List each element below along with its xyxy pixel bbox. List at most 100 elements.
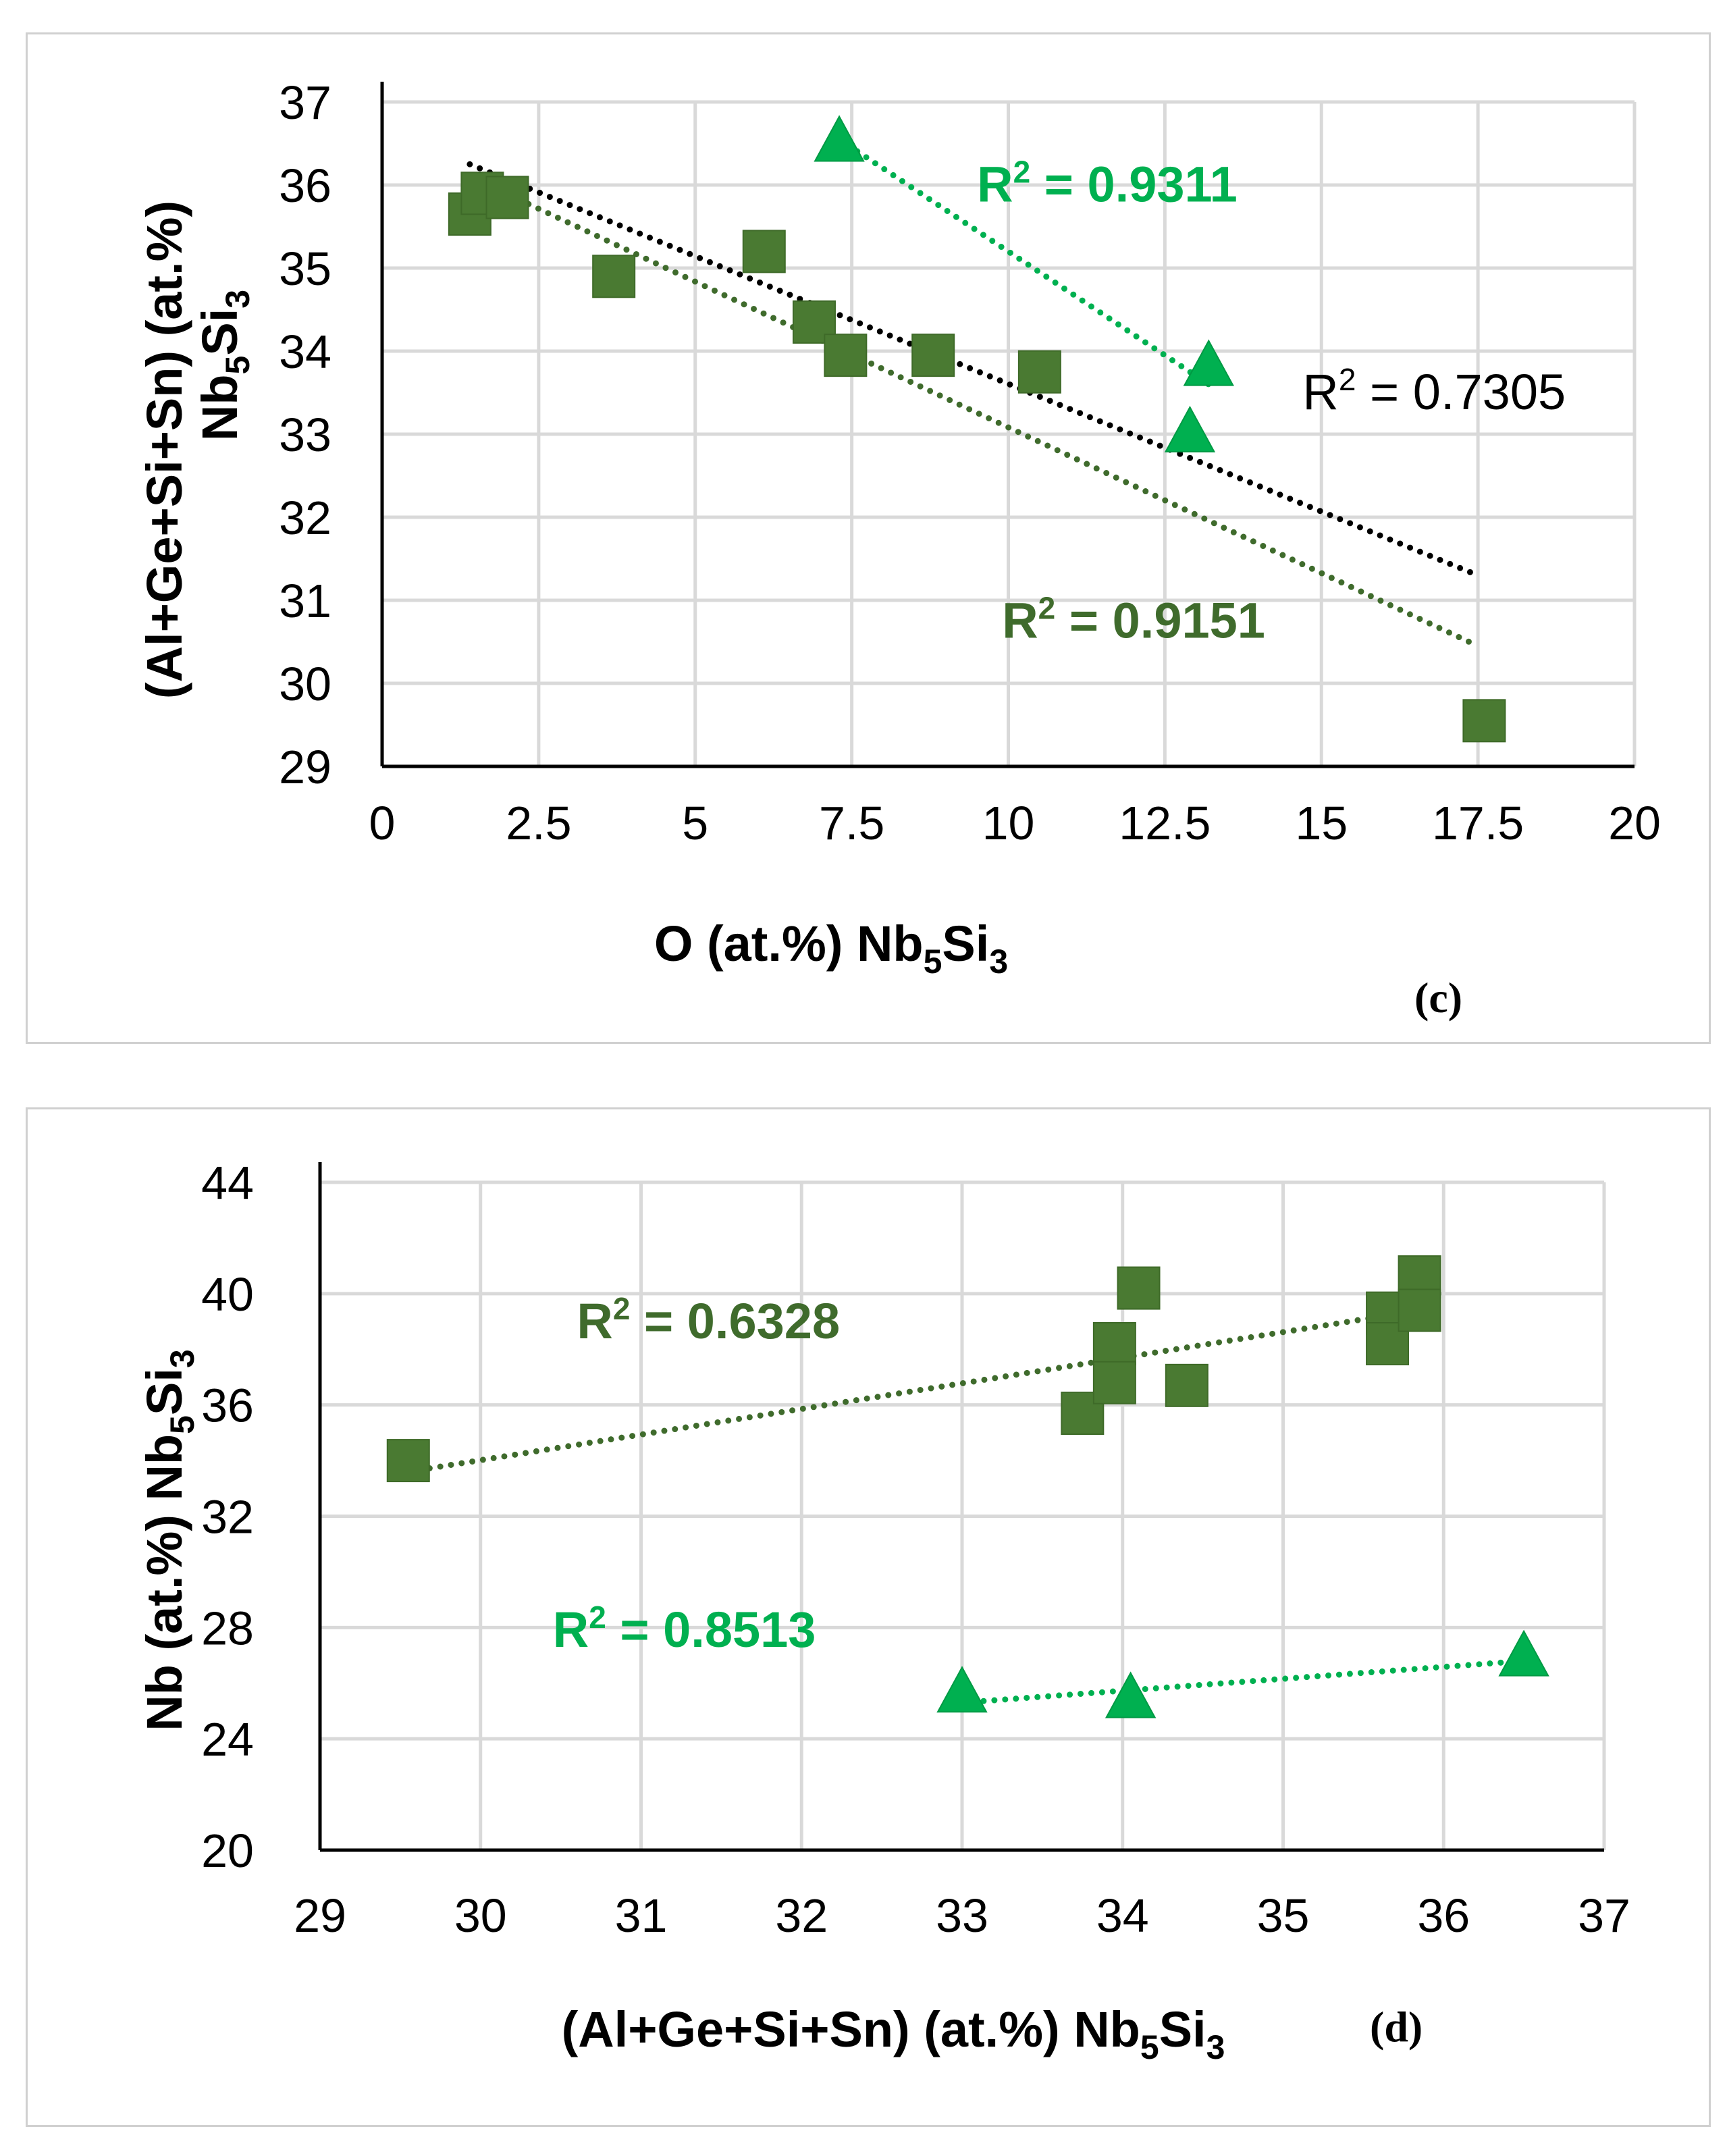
x-tick-label: 17.5: [1432, 797, 1524, 849]
square-marker: [824, 334, 868, 377]
xticks-d: 29 30 31 32 33 34 35 36 37: [294, 1889, 1630, 1942]
x-tick-label: 20: [1608, 797, 1661, 849]
x-axis-title-mid: Si: [1159, 2001, 1206, 2057]
r-squared-symbol: R: [577, 1293, 612, 1349]
x-tick-label: 5: [682, 797, 708, 849]
x-tick-label: 7.5: [819, 797, 884, 849]
square-marker: [1092, 1361, 1136, 1404]
square-marker: [592, 255, 636, 298]
r-squared-value: = 0.8513: [606, 1602, 816, 1658]
axes-c: [380, 82, 1635, 768]
y-tick-label: 32: [201, 1491, 254, 1544]
square-marker: [1017, 350, 1061, 394]
x-tick-label: 15: [1295, 797, 1348, 849]
x-tick-label: 10: [982, 797, 1035, 849]
trendlines-c: [467, 136, 1481, 650]
square-marker: [485, 176, 529, 219]
trendline-1: [467, 174, 1481, 650]
trendline-1: [959, 1658, 1527, 1706]
y-tick-label: 30: [279, 658, 331, 710]
trendlines-d: [405, 1307, 1527, 1706]
r-squared-value: = 0.7305: [1356, 364, 1566, 420]
r-squared-label-2: R2 = 0.9151: [1002, 590, 1265, 648]
y-axis-title-line2-prefix: Nb: [192, 374, 248, 441]
y-tick-label: 20: [201, 1824, 254, 1877]
triangle-marker: [936, 1666, 988, 1713]
x-tick-label: 29: [294, 1889, 346, 1942]
r-squared-symbol: R: [1302, 364, 1338, 420]
y-axis-title-line2-sub1: 5: [219, 356, 257, 375]
y-tick-label: 31: [279, 575, 331, 627]
grid-c: [382, 100, 1637, 766]
r-squared-sup: 2: [1339, 362, 1356, 397]
chart-panel-c: 0 2.5 5 7.5 10 12.5 15 17.5 20 29 30 31 32 33 34 35 36 3…: [26, 32, 1711, 1044]
y-axis-title-line2: Nb5Si3: [192, 290, 257, 441]
x-axis-title-sub2: 3: [989, 943, 1008, 980]
square-marker: [1117, 1266, 1161, 1310]
square-marker: [1061, 1392, 1105, 1436]
panel-label-c: (c): [1414, 974, 1462, 1022]
x-tick-label: 2.5: [506, 797, 571, 849]
r-squared-sup: 2: [589, 1600, 606, 1635]
x-axis-title-sub1: 5: [1140, 2028, 1159, 2066]
panel-label-d: (d): [1370, 2003, 1423, 2051]
y-tick-label: 36: [201, 1379, 254, 1432]
r-squared-value: = 0.6328: [630, 1293, 840, 1349]
y-tick-label: 44: [201, 1157, 254, 1209]
x-tick-label: 31: [615, 1889, 668, 1942]
x-tick-label: 37: [1578, 1889, 1630, 1942]
markers-c: [448, 115, 1506, 743]
x-tick-label: 0: [369, 797, 396, 849]
triangle-marker: [814, 115, 865, 162]
y-axis-title: Nb (at.%) Nb5Si3: [136, 1349, 201, 1731]
r-squared-label-1: R2 = 0.7305: [1302, 362, 1566, 420]
x-axis-title-prefix: (Al+Ge+Si+Sn) (at.%) Nb: [562, 2001, 1140, 2057]
y-axis-title-prefix: Nb (at.%) Nb: [136, 1434, 192, 1731]
y-tick-label: 36: [279, 159, 331, 212]
r-squared-symbol: R: [553, 1602, 589, 1658]
y-tick-label: 35: [279, 242, 331, 295]
square-marker: [386, 1439, 430, 1483]
triangle-marker: [1183, 339, 1234, 386]
x-tick-label: 33: [936, 1889, 988, 1942]
x-axis-title-sub2: 3: [1206, 2028, 1225, 2066]
r-squared-label-1: R2 = 0.8513: [553, 1600, 816, 1658]
x-tick-label: 35: [1257, 1889, 1310, 1942]
r-squared-symbol: R: [1002, 592, 1038, 648]
x-tick-label: 34: [1096, 1889, 1149, 1942]
x-tick-label: 36: [1417, 1889, 1470, 1942]
square-marker: [1092, 1322, 1136, 1366]
square-marker: [1398, 1288, 1441, 1332]
square-marker: [1462, 699, 1506, 743]
trendline-0: [467, 161, 1481, 579]
y-tick-label: 33: [279, 409, 331, 461]
y-axis-title-line2-sub2: 3: [219, 290, 257, 309]
square-marker: [742, 230, 786, 273]
x-tick-label: 32: [775, 1889, 828, 1942]
r-squared-label-0: R2 = 0.9311: [977, 155, 1238, 213]
x-tick-label: 30: [454, 1889, 507, 1942]
x-axis-title-prefix: O (at.%) Nb: [654, 916, 924, 972]
r-squared-label-0: R2 = 0.6328: [577, 1291, 840, 1349]
y-tick-label: 24: [201, 1713, 254, 1766]
axes-d: [318, 1162, 1604, 1852]
yticks-d: 20 24 28 32 36 40 44: [201, 1157, 254, 1877]
markers-d: [386, 1255, 1549, 1718]
triangle-marker: [1498, 1629, 1549, 1677]
y-axis-title-line2-mid: Si: [192, 309, 248, 356]
y-tick-label: 34: [279, 325, 331, 378]
r-squared-symbol: R: [977, 157, 1013, 213]
trendline-2: [836, 136, 1212, 388]
x-tick-label: 12.5: [1119, 797, 1211, 849]
y-axis-title-sub1: 5: [163, 1415, 201, 1434]
x-axis-title-sub1: 5: [924, 943, 942, 980]
square-marker: [911, 334, 955, 377]
x-axis-title: (Al+Ge+Si+Sn) (at.%) Nb5Si3: [562, 2001, 1225, 2066]
chart-panel-d: 29 30 31 32 33 34 35 36 37 20 24 28 32 36 40 44 R2 = 0…: [26, 1107, 1711, 2127]
yticks-c: 29 30 31 32 33 34 35 36 37: [279, 76, 331, 793]
chart-c-svg: 0 2.5 5 7.5 10 12.5 15 17.5 20 29303132333435363…: [136, 76, 1661, 1022]
y-tick-label: 32: [279, 492, 331, 544]
